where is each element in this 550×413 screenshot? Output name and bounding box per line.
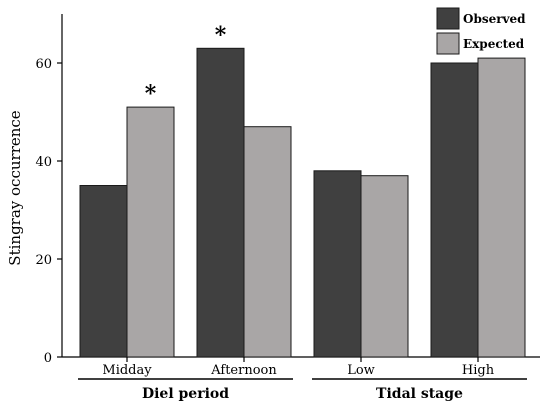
x-tick-label: Low [347,363,375,378]
bar-expected-afternoon [243,126,292,358]
significance-asterisk: * [215,22,227,48]
group-label: Diel period [142,386,229,402]
x-tick-label: Midday [102,363,152,378]
group-label: Tidal stage [376,386,463,402]
y-tick-label: 0 [44,351,52,366]
y-tick-label: 20 [35,253,52,268]
x-tick-label: Afternoon [210,363,277,378]
y-tick-label: 60 [35,57,52,72]
bar-observed-midday [79,185,128,358]
legend-label-expected: Expected [463,37,525,51]
bar-expected-high [477,57,526,358]
x-tick-label: High [462,363,495,378]
legend-label-observed: Observed [463,12,526,26]
legend-swatch-observed [436,7,460,30]
y-tick-label: 40 [35,155,52,170]
bar-observed-low [313,170,362,358]
bar-expected-midday [126,106,175,358]
bar-expected-low [360,175,409,358]
bar-observed-afternoon [196,47,245,358]
legend-swatch-expected [436,32,460,55]
bar-observed-high [430,62,479,358]
significance-asterisk: * [145,81,157,107]
y-axis-title: Stingray occurrence [6,110,24,265]
